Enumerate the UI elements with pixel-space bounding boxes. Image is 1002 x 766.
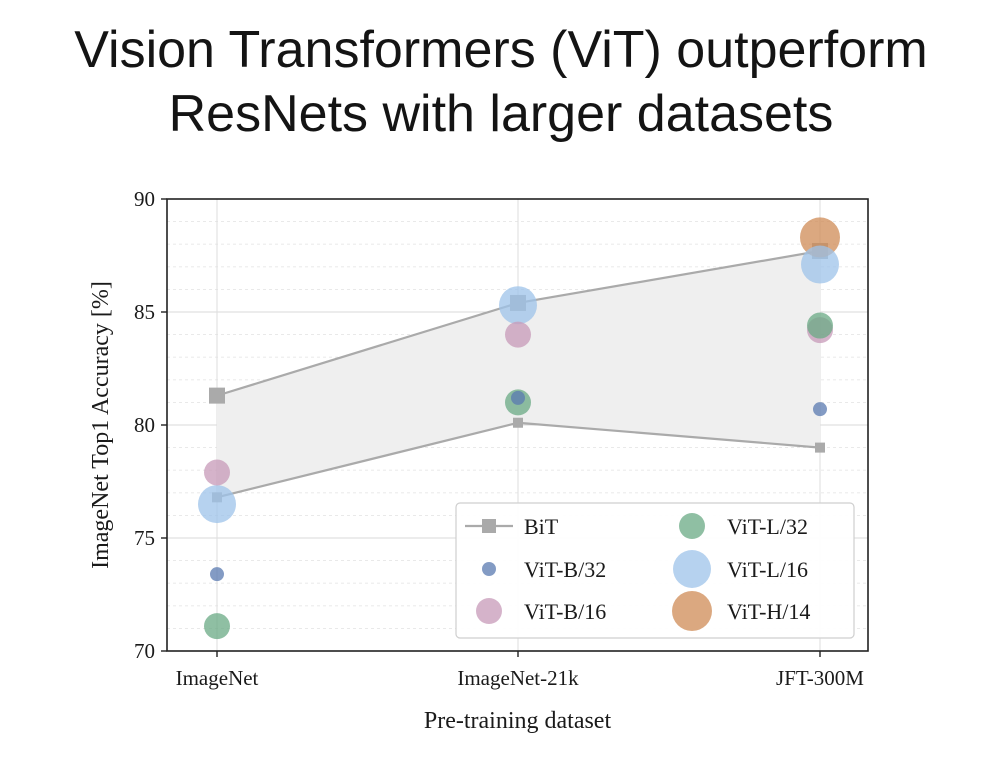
point-vit-l-16 bbox=[499, 286, 537, 325]
y-tick-label: 85 bbox=[134, 300, 155, 324]
point-vit-b-16 bbox=[204, 459, 230, 486]
point-vit-h-14 bbox=[800, 217, 840, 258]
legend-label-bit: BiT bbox=[524, 514, 559, 539]
legend-label-vit-b-32: ViT-B/32 bbox=[524, 557, 606, 582]
x-tick-label: JFT-300M bbox=[776, 666, 864, 690]
legend-label-vit-b-16: ViT-B/16 bbox=[524, 599, 606, 624]
bit-marker bbox=[209, 387, 225, 404]
y-axis-label: ImageNet Top1 Accuracy [%] bbox=[88, 281, 114, 569]
legend: BiT ViT-B/32 ViT-B/16 ViT-L/32 ViT-L/16 ViT-H… bbox=[455, 502, 855, 639]
point-vit-l-16 bbox=[801, 245, 839, 284]
slide-title: Vision Transformers (ViT) outperform Res… bbox=[0, 18, 1002, 146]
slide-title-line-1: Vision Transformers (ViT) outperform bbox=[74, 21, 928, 79]
point-vit-l-32 bbox=[807, 312, 833, 339]
legend-box bbox=[455, 502, 855, 639]
y-tick-label: 70 bbox=[134, 639, 155, 663]
bit-band-fill bbox=[217, 250, 820, 498]
x-tick-label: ImageNet bbox=[176, 666, 259, 690]
point-vit-b-32 bbox=[813, 402, 827, 417]
axes: 70 75 80 85 90 ImageNet ImageNet-21k JFT-300M Pr… bbox=[88, 187, 869, 734]
bit-marker bbox=[513, 417, 523, 428]
x-axis-label: Pre-training dataset bbox=[424, 708, 612, 734]
x-tick-label: ImageNet-21k bbox=[457, 666, 579, 690]
legend-marker-bit bbox=[482, 519, 496, 533]
point-vit-l-16 bbox=[198, 485, 236, 524]
legend-label-vit-h-14: ViT-H/14 bbox=[727, 599, 810, 624]
y-tick-label: 75 bbox=[134, 526, 155, 550]
legend-marker-vit-l-16 bbox=[673, 550, 711, 588]
point-vit-b-32 bbox=[210, 567, 224, 582]
legend-marker-vit-b-16 bbox=[476, 598, 502, 624]
bit-marker bbox=[815, 442, 825, 453]
legend-label-vit-l-16: ViT-L/16 bbox=[727, 557, 808, 582]
slide-title-line-2: ResNets with larger datasets bbox=[168, 85, 834, 143]
data-points bbox=[198, 217, 840, 640]
legend-marker-vit-l-32 bbox=[679, 513, 705, 539]
legend-marker-vit-b-32 bbox=[482, 562, 496, 576]
legend-label-vit-l-32: ViT-L/32 bbox=[727, 514, 808, 539]
y-tick-label: 90 bbox=[134, 187, 155, 211]
point-vit-l-32 bbox=[204, 613, 230, 640]
legend-marker-vit-h-14 bbox=[672, 591, 712, 631]
point-vit-b-16 bbox=[505, 321, 531, 348]
point-vit-b-32 bbox=[511, 390, 525, 405]
y-tick-label: 80 bbox=[134, 413, 155, 437]
